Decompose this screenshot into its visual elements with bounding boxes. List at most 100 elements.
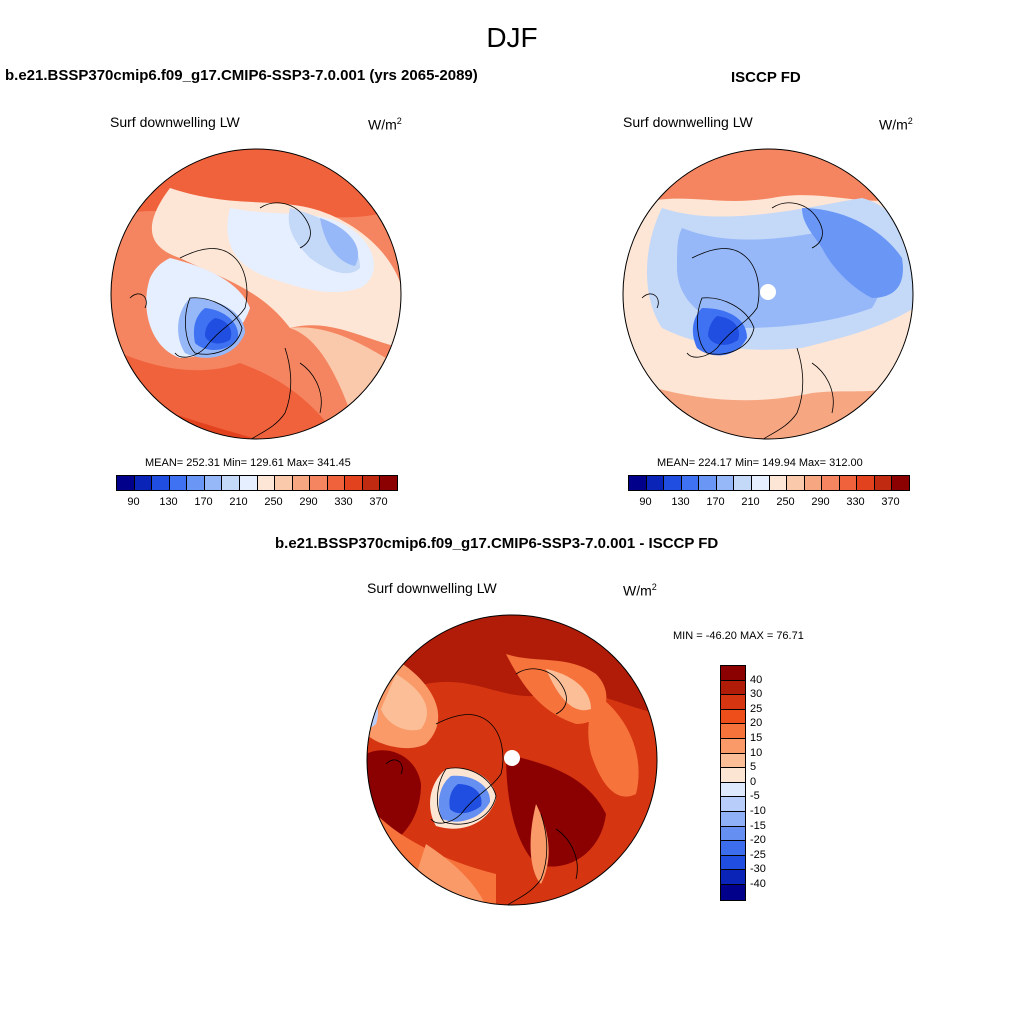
colorbar-swatch xyxy=(239,476,258,490)
colorbar-swatch xyxy=(734,476,752,490)
colorbar-swatch xyxy=(721,738,745,754)
colorbar-swatch xyxy=(117,476,135,490)
colorbar-tick-label: 290 xyxy=(811,496,830,508)
panel3-colorbar-ticks: 40 30 25 20 15 10 5 0 -5 -10 -15 -20 -25 -30 -40 xyxy=(750,665,790,899)
colorbar-swatch xyxy=(716,476,735,490)
colorbar-tick-label: 25 xyxy=(750,702,763,715)
panel2-stats: MEAN= 224.17 Min= 149.94 Max= 312.00 xyxy=(657,457,863,469)
colorbar-tick-label: 0 xyxy=(750,775,757,788)
colorbar-swatch xyxy=(721,666,745,681)
colorbar-tick-label: 330 xyxy=(334,496,353,508)
colorbar-swatch xyxy=(721,841,745,856)
colorbar-swatch xyxy=(152,476,170,490)
panel1-colorbar-ticks: 90 130 170 210 250 290 330 370 xyxy=(116,496,396,510)
colorbar-tick-label: 130 xyxy=(159,496,178,508)
figure-title: DJF xyxy=(486,22,538,53)
colorbar-swatch xyxy=(769,476,788,490)
colorbar-swatch xyxy=(721,811,745,827)
polar-map-model-icon xyxy=(110,148,402,440)
panel3-units: W/m2 xyxy=(623,582,657,599)
colorbar-swatch xyxy=(721,797,745,812)
colorbar-swatch xyxy=(664,476,682,490)
colorbar-swatch xyxy=(187,476,205,490)
colorbar-swatch xyxy=(751,476,770,490)
colorbar-tick-label: -40 xyxy=(750,878,766,890)
panel2-colorbar-ticks: 90 130 170 210 250 290 330 370 xyxy=(628,496,908,510)
colorbar-swatch xyxy=(169,476,188,490)
colorbar-swatch xyxy=(257,476,276,490)
colorbar-swatch xyxy=(275,476,293,490)
polar-map-diff-icon xyxy=(366,614,658,906)
colorbar-tick-label: 5 xyxy=(750,761,757,774)
colorbar-swatch xyxy=(822,476,840,490)
colorbar-tick-label: 130 xyxy=(671,496,690,508)
colorbar-swatch xyxy=(699,476,717,490)
colorbar-swatch xyxy=(804,476,823,490)
colorbar-swatch xyxy=(874,476,893,490)
colorbar-swatch xyxy=(721,855,745,871)
colorbar-tick-label: 10 xyxy=(750,746,763,759)
panel3-colorbar xyxy=(720,665,746,901)
colorbar-tick-label: 210 xyxy=(229,496,248,508)
colorbar-tick-label: 90 xyxy=(127,496,140,508)
colorbar-tick-label: 250 xyxy=(776,496,795,508)
colorbar-swatch xyxy=(721,724,745,739)
colorbar-swatch xyxy=(681,476,700,490)
colorbar-tick-label: 290 xyxy=(299,496,318,508)
panel2-colorbar xyxy=(628,475,910,491)
colorbar-swatch xyxy=(204,476,223,490)
panel2-header: ISCCP FD xyxy=(731,69,801,86)
colorbar-tick-label: 370 xyxy=(881,496,900,508)
colorbar-swatch xyxy=(721,680,745,696)
colorbar-swatch xyxy=(345,476,363,490)
colorbar-swatch xyxy=(839,476,858,490)
polar-map-obs-icon xyxy=(622,148,914,440)
colorbar-swatch xyxy=(721,753,745,769)
colorbar-swatch xyxy=(787,476,805,490)
colorbar-swatch xyxy=(721,782,745,798)
colorbar-swatch xyxy=(292,476,311,490)
colorbar-swatch xyxy=(362,476,381,490)
colorbar-swatch xyxy=(857,476,875,490)
panel1-variable: Surf downwelling LW xyxy=(110,114,240,130)
colorbar-tick-label: -20 xyxy=(750,834,766,847)
colorbar-tick-label: -10 xyxy=(750,805,766,817)
colorbar-swatch xyxy=(327,476,346,490)
colorbar-swatch xyxy=(222,476,240,490)
colorbar-swatch xyxy=(721,768,745,783)
colorbar-swatch xyxy=(310,476,328,490)
panel3-variable: Surf downwelling LW xyxy=(367,580,497,596)
panel1-colorbar xyxy=(116,475,398,491)
colorbar-tick-label: -25 xyxy=(750,848,766,861)
colorbar-swatch xyxy=(892,476,909,490)
colorbar-tick-label: 330 xyxy=(846,496,865,508)
colorbar-tick-label: 370 xyxy=(369,496,388,508)
colorbar-tick-label: 250 xyxy=(264,496,283,508)
colorbar-swatch xyxy=(721,695,745,710)
colorbar-tick-label: 30 xyxy=(750,688,763,701)
colorbar-swatch xyxy=(646,476,665,490)
colorbar-swatch xyxy=(721,826,745,842)
colorbar-tick-label: -30 xyxy=(750,863,766,876)
colorbar-tick-label: 20 xyxy=(750,717,763,730)
colorbar-swatch xyxy=(721,884,745,900)
colorbar-swatch xyxy=(721,709,745,725)
panel1-header: b.e21.BSSP370cmip6.f09_g17.CMIP6-SSP3-7.… xyxy=(5,67,478,84)
colorbar-tick-label: -5 xyxy=(750,790,760,803)
colorbar-tick-label: 40 xyxy=(750,673,763,686)
panel2-units: W/m2 xyxy=(879,116,913,133)
colorbar-tick-label: 170 xyxy=(706,496,725,508)
panel1-stats: MEAN= 252.31 Min= 129.61 Max= 341.45 xyxy=(145,457,351,469)
panel1-units: W/m2 xyxy=(368,116,402,133)
colorbar-tick-label: 90 xyxy=(639,496,652,508)
colorbar-tick-label: 210 xyxy=(741,496,760,508)
colorbar-swatch xyxy=(629,476,647,490)
colorbar-swatch xyxy=(721,870,745,885)
panel3-stats: MIN = -46.20 MAX = 76.71 xyxy=(673,630,804,642)
panel2-variable: Surf downwelling LW xyxy=(623,114,753,130)
colorbar-tick-label: 15 xyxy=(750,732,763,744)
colorbar-tick-label: 170 xyxy=(194,496,213,508)
colorbar-tick-label: -15 xyxy=(750,819,766,832)
colorbar-swatch xyxy=(134,476,153,490)
panel3-header: b.e21.BSSP370cmip6.f09_g17.CMIP6-SSP3-7.… xyxy=(275,535,719,552)
